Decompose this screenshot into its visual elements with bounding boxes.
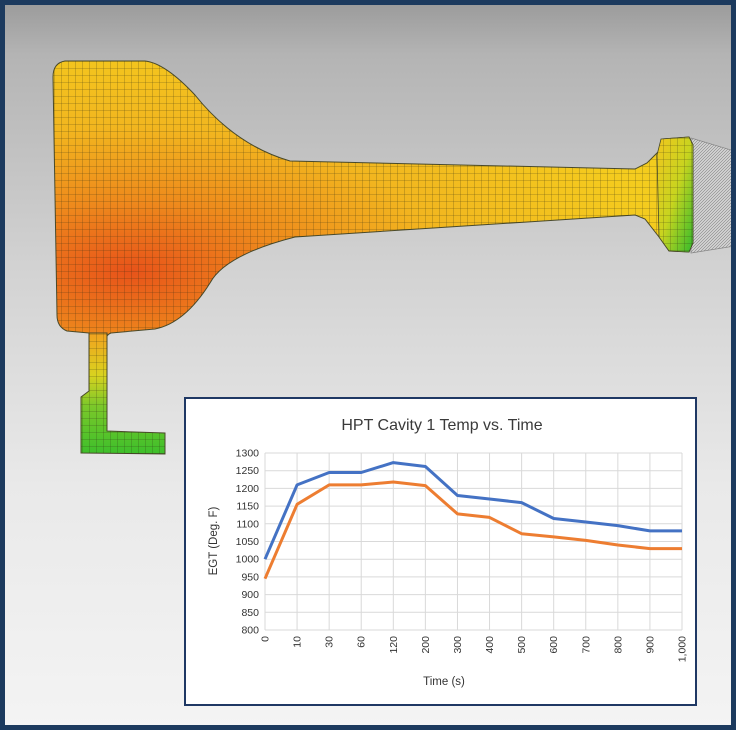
chart-series bbox=[263, 461, 682, 580]
x-tick-label: 900 bbox=[644, 636, 656, 654]
x-tick-label: 10 bbox=[292, 636, 304, 648]
x-tick-label: 600 bbox=[548, 636, 560, 654]
y-tick-label: 900 bbox=[241, 589, 259, 601]
series-line-2 bbox=[263, 480, 682, 580]
chart-title: HPT Cavity 1 Temp vs. Time bbox=[341, 417, 542, 434]
chart-gridlines bbox=[264, 452, 683, 631]
x-tick-label: 400 bbox=[484, 636, 496, 654]
y-tick-label: 1250 bbox=[236, 465, 260, 477]
y-axis-title: EGT (Deg. F) bbox=[208, 506, 220, 575]
line-chart: HPT Cavity 1 Temp vs. Time 800 850 900 950 1… bbox=[208, 417, 689, 688]
x-tick-label: 120 bbox=[388, 636, 400, 654]
x-tick-label: 300 bbox=[452, 636, 464, 654]
y-tick-label: 1300 bbox=[236, 448, 260, 460]
x-tick-label: 30 bbox=[324, 636, 336, 648]
y-tick-label: 1100 bbox=[236, 518, 259, 530]
y-tick-label: 1000 bbox=[236, 554, 260, 566]
y-tick-label: 800 bbox=[241, 625, 259, 637]
series-line-1 bbox=[263, 461, 682, 560]
x-tick-label: 800 bbox=[612, 636, 624, 654]
y-tick-label: 1150 bbox=[236, 501, 259, 513]
chart-inset: HPT Cavity 1 Temp vs. Time 800 850 900 950 1… bbox=[184, 397, 697, 706]
fea-mesh-model bbox=[52, 60, 731, 455]
y-tick-label: 950 bbox=[241, 571, 259, 583]
x-tick-label: 500 bbox=[516, 636, 528, 654]
x-axis-title: Time (s) bbox=[423, 676, 465, 688]
y-tick-label: 850 bbox=[241, 607, 259, 619]
x-tick-label: 1,000 bbox=[677, 636, 689, 662]
y-tick-label: 1200 bbox=[236, 483, 260, 495]
y-tick-label: 1050 bbox=[236, 536, 260, 548]
x-tick-label: 200 bbox=[420, 636, 432, 654]
x-axis-ticks: 0 10 30 60 120 200 300 400 500 600 700 800 900 1,000 bbox=[260, 636, 689, 662]
x-tick-label: 700 bbox=[580, 636, 592, 654]
y-axis-ticks: 800 850 900 950 1000 1050 1100 1150 1200 1250 1300 bbox=[236, 448, 260, 637]
x-tick-label: 0 bbox=[260, 636, 272, 642]
x-tick-label: 60 bbox=[356, 636, 368, 648]
